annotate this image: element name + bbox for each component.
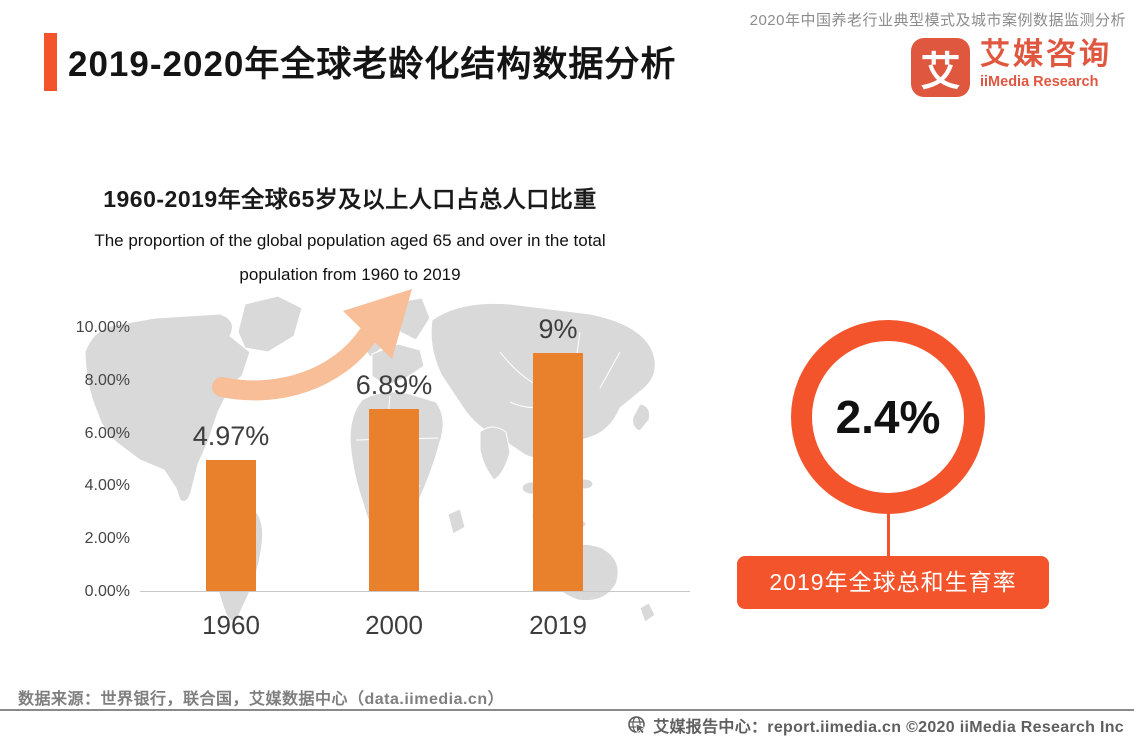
fertility-ring: 2.4%	[791, 320, 985, 514]
fertility-value: 2.4%	[835, 391, 941, 443]
logo-text: 艾媒咨询 iiMedia Research	[980, 38, 1112, 90]
y-axis: 10.00% 8.00% 6.00% 4.00% 2.00% 0.00%	[55, 319, 130, 600]
chart-title: 1960-2019年全球65岁及以上人口占总人口比重	[103, 186, 597, 212]
x-label-2019: 2019	[529, 610, 587, 640]
footer: 艾媒报告中心：report.iimedia.cn ©2020 iiMedia R…	[627, 713, 1124, 737]
bar-value-2019: 9%	[538, 314, 578, 345]
chart-header: 1960-2019年全球65岁及以上人口占总人口比重 The proportio…	[40, 180, 660, 292]
x-label-2000: 2000	[365, 610, 423, 640]
iimedia-logo-icon: 艾	[911, 38, 970, 97]
y-tick-2.00%: 2.00%	[84, 530, 130, 548]
fertility-label: 2019年全球总和生育率	[737, 556, 1049, 609]
ring-connector-line	[887, 514, 890, 557]
chart-subtitle-line2: population from 1960 to 2019	[239, 265, 461, 284]
chart-subtitle-line1: The proportion of the global population …	[94, 231, 606, 250]
logo-name-cn: 艾媒咨询	[980, 38, 1112, 71]
x-label-1960: 1960	[202, 610, 260, 640]
y-tick-4.00%: 4.00%	[84, 477, 130, 495]
logo-name-en: iiMedia Research	[980, 73, 1099, 90]
bar-2000	[369, 409, 419, 591]
chart-subtitle-en: The proportion of the global population …	[40, 224, 660, 292]
iimedia-logo: 艾 艾媒咨询 iiMedia Research	[911, 38, 1112, 97]
globe-cursor-icon	[628, 716, 647, 735]
growth-arrow-icon	[212, 289, 412, 401]
bar-1960	[206, 459, 256, 591]
y-tick-10.00%: 10.00%	[75, 319, 130, 336]
bar-value-2000: 6.89%	[355, 370, 433, 401]
footer-divider	[0, 709, 1134, 711]
footer-text: 艾媒报告中心：report.iimedia.cn ©2020 iiMedia R…	[653, 719, 1124, 736]
report-series-caption: 2020年中国养老行业典型模式及城市案例数据监测分析	[749, 12, 1126, 29]
y-tick-6.00%: 6.00%	[84, 424, 130, 442]
y-tick-0.00%: 0.00%	[84, 583, 130, 600]
bar-2019	[533, 353, 583, 591]
page-title: 2019-2020年全球老龄化结构数据分析	[68, 45, 677, 84]
y-tick-8.00%: 8.00%	[84, 371, 130, 389]
bar-plot: 4.97% 1960 6.89% 2000 9% 2019	[140, 314, 690, 640]
title-accent-bar	[44, 33, 57, 91]
bar-value-1960: 4.97%	[192, 420, 270, 451]
data-source: 数据来源：世界银行，联合国，艾媒数据中心（data.iimedia.cn）	[18, 691, 505, 708]
